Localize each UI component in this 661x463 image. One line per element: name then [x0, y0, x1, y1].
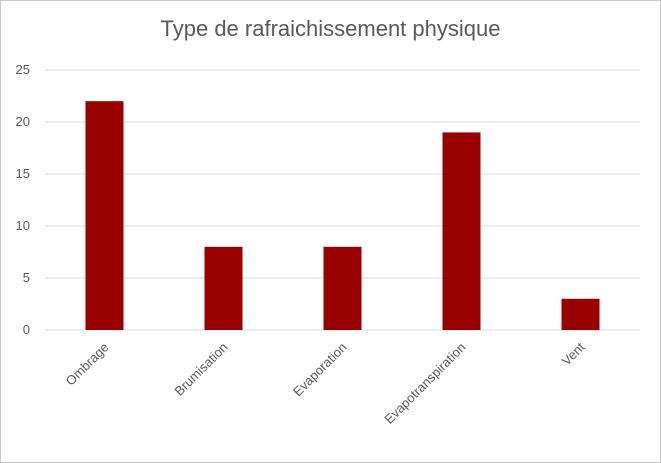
- y-tick-label: 10: [16, 218, 30, 233]
- bar: [204, 246, 243, 330]
- x-tick-label: Evapotranspiration: [381, 340, 468, 427]
- x-tick-label: Evaporation: [290, 340, 350, 400]
- bar: [442, 132, 481, 330]
- bar: [85, 101, 124, 330]
- y-tick-label: 5: [23, 270, 30, 285]
- y-tick-label: 15: [16, 166, 30, 181]
- chart-title: Type de rafraichissement physique: [160, 16, 501, 41]
- bar: [561, 298, 600, 330]
- y-tick-label: 0: [23, 322, 30, 337]
- bar: [323, 246, 362, 330]
- y-tick-label: 20: [16, 114, 30, 129]
- x-tick-label: Brumisation: [171, 340, 230, 399]
- y-tick-label: 25: [16, 62, 30, 77]
- x-tick-label: Vent: [559, 339, 588, 368]
- x-tick-label: Ombrage: [63, 340, 112, 389]
